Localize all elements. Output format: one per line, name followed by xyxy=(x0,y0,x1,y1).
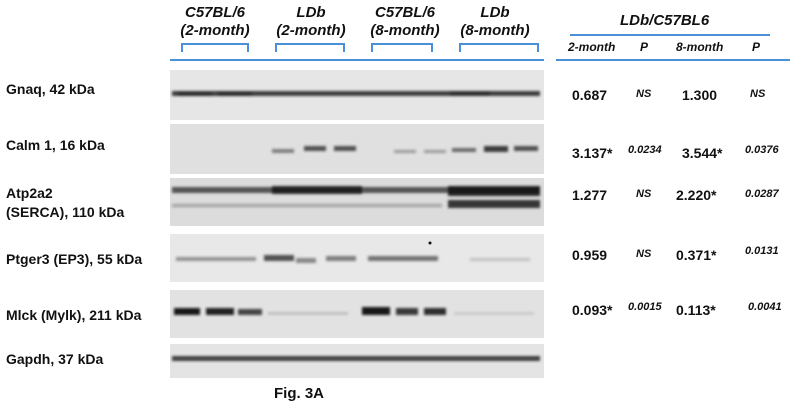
col-header-8-month: 8-month xyxy=(676,40,724,54)
group-label-c57-8m: C57BL/6 (8-month) xyxy=(370,4,440,39)
table-title: LDb/C57BL6 xyxy=(620,12,710,29)
p-8m-atp2a2: 0.0287 xyxy=(745,188,779,200)
ratio-8m-mlck: 0.113* xyxy=(676,302,716,318)
blot-mlck xyxy=(170,290,544,338)
p-2m-mlck: 0.0015 xyxy=(628,301,662,313)
ratio-8m-atp2a2: 2.220* xyxy=(676,187,717,203)
group-label-ldb-2m: LDb (2-month) xyxy=(276,4,346,39)
protein-label-gapdh: Gapdh, 37 kDa xyxy=(6,351,104,367)
ratio-8m-ptger3: 0.371* xyxy=(676,247,717,263)
protein-label-atp2a2: Atp2a2 (SERCA), 110 kDa xyxy=(6,185,125,220)
p-8m-mlck: 0.0041 xyxy=(748,301,782,313)
ratio-8m-calm1: 3.544* xyxy=(682,145,723,161)
bracket-c57-2m xyxy=(181,43,249,52)
ratio-2m-ptger3: 0.959 xyxy=(572,247,608,263)
group-brackets xyxy=(170,34,790,61)
p-8m-calm1: 0.0376 xyxy=(745,144,779,156)
ratio-2m-atp2a2: 1.277 xyxy=(572,187,608,203)
blot-gapdh xyxy=(170,344,544,378)
protein-label-calm1: Calm 1, 16 kDa xyxy=(6,137,105,153)
blot-calm1 xyxy=(170,124,544,174)
blot-ptger3 xyxy=(170,234,544,282)
bracket-ldb-8m xyxy=(459,43,539,52)
col-header-p-2m: P xyxy=(640,40,649,54)
western-blot-panels xyxy=(170,70,544,378)
blot-gnaq xyxy=(170,70,544,120)
ratio-2m-mlck: 0.093* xyxy=(572,302,613,318)
bracket-c57-8m xyxy=(371,43,433,52)
group-label-c57-2m: C57BL/6 (2-month) xyxy=(180,4,250,39)
p-8m-gnaq: NS xyxy=(750,88,766,100)
bracket-ldb-2m xyxy=(275,43,345,52)
p-8m-ptger3: 0.0131 xyxy=(745,245,779,257)
ratio-2m-gnaq: 0.687 xyxy=(572,87,608,103)
ratio-2m-calm1: 3.137* xyxy=(572,145,613,161)
p-2m-ptger3: NS xyxy=(636,248,652,260)
col-header-p-8m: P xyxy=(752,40,761,54)
p-2m-calm1: 0.0234 xyxy=(628,144,662,156)
group-label-ldb-8m: LDb (8-month) xyxy=(460,4,530,39)
protein-label-gnaq: Gnaq, 42 kDa xyxy=(6,81,95,97)
figure-caption: Fig. 3A xyxy=(274,385,325,402)
ratio-8m-gnaq: 1.300 xyxy=(682,87,718,103)
blot-atp2a2 xyxy=(170,178,544,226)
col-header-2-month: 2-month xyxy=(568,40,616,54)
protein-label-ptger3: Ptger3 (EP3), 55 kDa xyxy=(6,251,143,267)
p-2m-gnaq: NS xyxy=(636,88,652,100)
protein-label-mlck: Mlck (Mylk), 211 kDa xyxy=(6,307,142,323)
p-2m-atp2a2: NS xyxy=(636,188,652,200)
